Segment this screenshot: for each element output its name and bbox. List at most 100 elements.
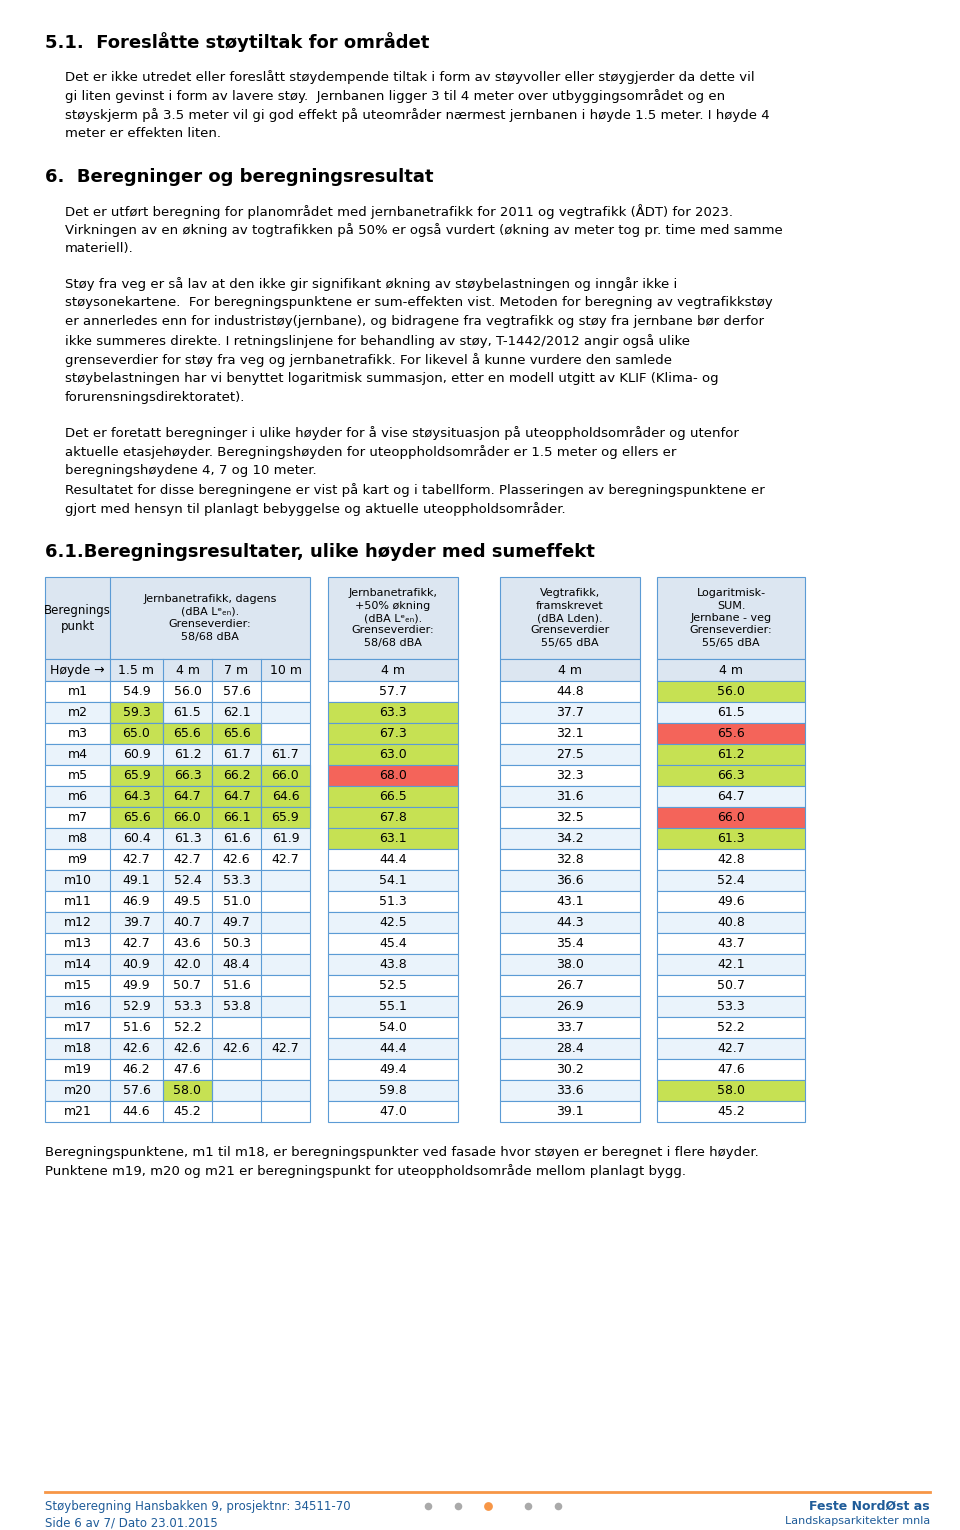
- Text: Beregningspunktene, m1 til m18, er beregningspunkter ved fasade hvor støyen er b: Beregningspunktene, m1 til m18, er bereg…: [45, 1146, 758, 1160]
- Text: 42.6: 42.6: [174, 1042, 202, 1056]
- Text: 47.0: 47.0: [379, 1105, 407, 1118]
- Text: Jernbanetrafikk,
+50% økning
(dBA Lᵉₑₙ).
Grenseverdier:
58/68 dBA: Jernbanetrafikk, +50% økning (dBA Lᵉₑₙ).…: [348, 588, 438, 647]
- Text: 37.7: 37.7: [556, 705, 584, 719]
- Bar: [500, 849, 640, 871]
- Text: 44.6: 44.6: [123, 1105, 151, 1118]
- Text: Resultatet for disse beregningene er vist på kart og i tabellform. Plasseringen : Resultatet for disse beregningene er vis…: [65, 483, 765, 497]
- Text: 46.2: 46.2: [123, 1063, 151, 1076]
- Text: 59.8: 59.8: [379, 1083, 407, 1097]
- Text: m7: m7: [67, 811, 87, 825]
- Text: 43.8: 43.8: [379, 958, 407, 972]
- Bar: [657, 975, 805, 996]
- Bar: [657, 828, 805, 849]
- Text: 32.1: 32.1: [556, 727, 584, 741]
- Bar: [45, 1102, 310, 1121]
- Text: 61.3: 61.3: [174, 832, 202, 845]
- Text: 42.7: 42.7: [272, 854, 300, 866]
- Text: m17: m17: [63, 1021, 91, 1034]
- Text: grenseverdier for støy fra veg og jernbanetrafikk. For likevel å kunne vurdere d: grenseverdier for støy fra veg og jernba…: [65, 353, 672, 367]
- Text: 66.5: 66.5: [379, 789, 407, 803]
- Bar: [328, 1102, 458, 1121]
- Bar: [328, 1037, 458, 1059]
- Bar: [45, 1017, 310, 1037]
- Text: 51.3: 51.3: [379, 895, 407, 907]
- Bar: [657, 955, 805, 975]
- Text: 60.4: 60.4: [123, 832, 151, 845]
- Text: 31.6: 31.6: [556, 789, 584, 803]
- Text: 32.5: 32.5: [556, 811, 584, 825]
- Point: [420, 1493, 435, 1518]
- Text: 65.9: 65.9: [123, 770, 151, 782]
- Text: 65.6: 65.6: [174, 727, 202, 741]
- Bar: [45, 912, 310, 933]
- Text: 57.6: 57.6: [123, 1083, 151, 1097]
- Text: 61.5: 61.5: [174, 705, 202, 719]
- Text: 65.9: 65.9: [272, 811, 300, 825]
- Bar: [45, 871, 310, 890]
- Text: 62.1: 62.1: [223, 705, 251, 719]
- Text: 5.1.  Foreslåtte støytiltak for området: 5.1. Foreslåtte støytiltak for området: [45, 32, 429, 52]
- Text: m1: m1: [67, 685, 87, 698]
- Text: 49.4: 49.4: [379, 1063, 407, 1076]
- Text: 53.3: 53.3: [223, 874, 251, 887]
- Bar: [328, 681, 458, 702]
- Bar: [657, 871, 805, 890]
- Bar: [500, 996, 640, 1017]
- Text: 42.7: 42.7: [123, 936, 151, 950]
- Bar: [657, 806, 805, 828]
- Text: gi liten gevinst i form av lavere støy.  Jernbanen ligger 3 til 4 meter over utb: gi liten gevinst i form av lavere støy. …: [65, 89, 725, 103]
- Text: 45.2: 45.2: [717, 1105, 745, 1118]
- Text: 6.1.Beregningsresultater, ulike høyder med sumeffekt: 6.1.Beregningsresultater, ulike høyder m…: [45, 543, 595, 562]
- Text: 61.7: 61.7: [223, 748, 251, 760]
- Bar: [328, 577, 458, 659]
- Text: støybelastningen har vi benyttet logaritmisk summasjon, etter en modell utgitt a: støybelastningen har vi benyttet logarit…: [65, 372, 719, 386]
- Text: 4 m: 4 m: [381, 664, 405, 676]
- Text: 53.3: 53.3: [174, 1001, 202, 1013]
- Bar: [45, 890, 310, 912]
- Text: er annerledes enn for industristøy(jernbane), og bidragene fra vegtrafikk og stø: er annerledes enn for industristøy(jernb…: [65, 315, 764, 327]
- Text: 42.7: 42.7: [174, 854, 202, 866]
- Bar: [163, 786, 212, 806]
- Text: 1.5 m: 1.5 m: [118, 664, 155, 676]
- Text: 39.1: 39.1: [556, 1105, 584, 1118]
- Text: m20: m20: [63, 1083, 91, 1097]
- Text: 64.3: 64.3: [123, 789, 151, 803]
- Text: 60.9: 60.9: [123, 748, 151, 760]
- Text: m12: m12: [63, 916, 91, 929]
- Bar: [163, 724, 212, 744]
- Bar: [212, 806, 261, 828]
- Text: 7 m: 7 m: [225, 664, 249, 676]
- Bar: [500, 786, 640, 806]
- Bar: [163, 806, 212, 828]
- Bar: [657, 933, 805, 955]
- Bar: [261, 806, 310, 828]
- Text: ikke summeres direkte. I retningslinjene for behandling av støy, T-1442/2012 ang: ikke summeres direkte. I retningslinjene…: [65, 334, 690, 347]
- Text: m2: m2: [67, 705, 87, 719]
- Text: 58.0: 58.0: [174, 1083, 202, 1097]
- Bar: [657, 702, 805, 724]
- Bar: [657, 890, 805, 912]
- Text: 65.6: 65.6: [223, 727, 251, 741]
- Bar: [45, 724, 310, 744]
- Text: m18: m18: [63, 1042, 91, 1056]
- Text: 51.6: 51.6: [123, 1021, 151, 1034]
- Text: 56.0: 56.0: [717, 685, 745, 698]
- Text: beregningshøydene 4, 7 og 10 meter.: beregningshøydene 4, 7 og 10 meter.: [65, 464, 317, 477]
- Text: 65.6: 65.6: [717, 727, 745, 741]
- Bar: [500, 1102, 640, 1121]
- Text: 40.9: 40.9: [123, 958, 151, 972]
- Text: 4 m: 4 m: [558, 664, 582, 676]
- Text: Vegtrafikk,
framskrevet
(dBA Lden).
Grenseverdier
55/65 dBA: Vegtrafikk, framskrevet (dBA Lden). Gren…: [530, 588, 610, 647]
- Bar: [500, 744, 640, 765]
- Text: 54.9: 54.9: [123, 685, 151, 698]
- Text: 28.4: 28.4: [556, 1042, 584, 1056]
- Bar: [657, 744, 805, 765]
- Text: Beregnings
punkt: Beregnings punkt: [44, 603, 111, 632]
- Bar: [45, 955, 310, 975]
- Bar: [110, 806, 163, 828]
- Point: [480, 1493, 495, 1518]
- Bar: [500, 955, 640, 975]
- Text: støyskjerm på 3.5 meter vil gi god effekt på uteområder nærmest jernbanen i høyd: støyskjerm på 3.5 meter vil gi god effek…: [65, 109, 770, 122]
- Text: 30.2: 30.2: [556, 1063, 584, 1076]
- Text: Det er ikke utredet eller foreslått støydempende tiltak i form av støyvoller ell: Det er ikke utredet eller foreslått støy…: [65, 70, 755, 84]
